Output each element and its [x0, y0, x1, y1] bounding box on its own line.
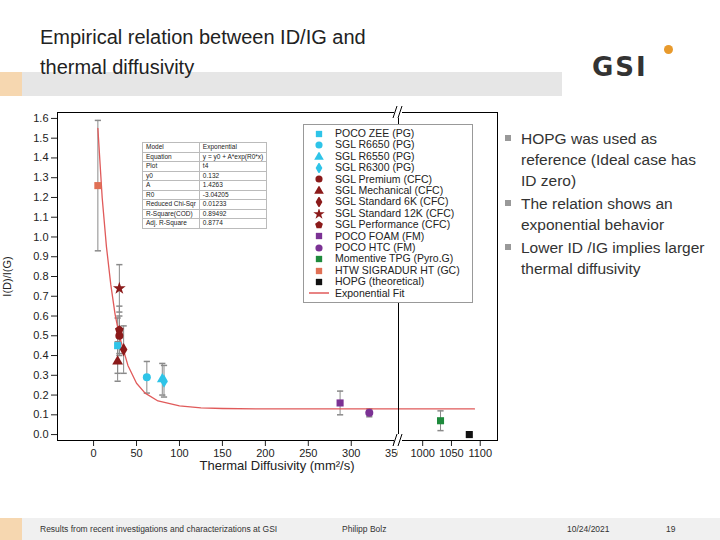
html-text:R-Square(COD): R-Square(COD): [146, 209, 193, 217]
html-text:GSI: GSI: [592, 52, 648, 82]
html-text:R0: R0: [146, 190, 155, 198]
html-text:Lower ID /IG implies larger th: Lower ID /IG implies larger thermal diff…: [521, 239, 705, 277]
html-text:POCO HTC (FM): POCO HTC (FM): [335, 241, 416, 254]
html-text:SGL R6650 (PG): SGL R6650 (PG): [335, 138, 415, 151]
svg-text:1.6: 1.6: [33, 112, 48, 124]
svg-text:1.1: 1.1: [33, 211, 48, 223]
svg-text:1.2: 1.2: [33, 191, 48, 203]
svg-text:I(D)/I(G): I(D)/I(G): [1, 256, 13, 296]
html-text:SGL Premium (CFC): SGL Premium (CFC): [335, 172, 432, 185]
svg-text:50: 50: [130, 447, 142, 459]
svg-text:300: 300: [342, 447, 360, 459]
html-text:HOPG (theoretical): HOPG (theoretical): [335, 275, 425, 288]
html-text:Philipp Bolz: Philipp Bolz: [342, 524, 387, 534]
html-text:SGL Mechanical (CFC): SGL Mechanical (CFC): [335, 184, 444, 196]
html-text:Momentive TPG (Pyro.G): Momentive TPG (Pyro.G): [335, 252, 454, 265]
html-text:Equation: Equation: [146, 152, 172, 160]
html-text:Exponential Fit: Exponential Fit: [335, 286, 405, 299]
html-text:HOPG was used as reference (Id: HOPG was used as reference (Ideal case h…: [521, 130, 696, 189]
svg-text:200: 200: [256, 447, 274, 459]
svg-text:150: 150: [213, 447, 231, 459]
svg-text:0.7: 0.7: [33, 290, 48, 302]
html-text:Model: Model: [146, 143, 164, 150]
html-text:SGL Performance (CFC): SGL Performance (CFC): [335, 218, 451, 231]
svg-text:1.4: 1.4: [33, 151, 48, 163]
html-text:0.8774: 0.8774: [202, 219, 223, 226]
svg-text:1100: 1100: [468, 447, 492, 459]
html-text:-3.04205: -3.04205: [202, 190, 229, 198]
html-text:The relation shows an exponent: The relation shows an exponential behavi…: [521, 195, 673, 233]
svg-text:1.3: 1.3: [33, 171, 48, 183]
svg-text:0.4: 0.4: [33, 349, 48, 361]
svg-text:0.0: 0.0: [33, 428, 48, 440]
html-text:y = y0 + A*exp(R0*x): y = y0 + A*exp(R0*x): [202, 152, 264, 160]
html-text:Plot: Plot: [146, 162, 158, 169]
html-text:0.132: 0.132: [202, 171, 220, 179]
svg-text:0.9: 0.9: [33, 250, 48, 262]
html-text:Empirical relation between ID/: Empirical relation between ID/IG and the…: [40, 26, 366, 78]
html-text:Reduced Chi-Sqr: Reduced Chi-Sqr: [146, 200, 196, 207]
html-text:Results from recent investigat: Results from recent investigations and c…: [40, 524, 278, 534]
html-text:SGL R6300 (PG): SGL R6300 (PG): [335, 161, 415, 174]
svg-text:0.1: 0.1: [33, 408, 48, 420]
html-text:Exponential: Exponential: [202, 143, 237, 150]
html-text:Thermal Diffusivity (mm²/s): Thermal Diffusivity (mm²/s): [199, 458, 355, 473]
html-text:SGL Standard 6K (CFC): SGL Standard 6K (CFC): [335, 195, 449, 208]
svg-text:1000: 1000: [410, 447, 434, 459]
svg-text:250: 250: [299, 447, 317, 459]
html-text:HTW SIGRADUR HT (GC): HTW SIGRADUR HT (GC): [335, 263, 460, 276]
html-text:SGL Standard 12K (CFC): SGL Standard 12K (CFC): [335, 206, 455, 219]
svg-text:0.5: 0.5: [33, 329, 48, 341]
svg-text:0.6: 0.6: [33, 310, 48, 322]
html-text:t4: t4: [202, 162, 209, 169]
html-text:0.89492: 0.89492: [202, 209, 227, 217]
html-text:19: 19: [666, 524, 676, 534]
svg-text:0: 0: [91, 447, 97, 459]
svg-text:0.3: 0.3: [33, 369, 48, 381]
svg-text:0.2: 0.2: [33, 389, 48, 401]
html-text:A: A: [146, 181, 151, 188]
html-text:SGL R6550 (PG): SGL R6550 (PG): [335, 149, 415, 162]
html-text:Adj. R-Square: Adj. R-Square: [146, 219, 187, 226]
html-text:10/24/2021: 10/24/2021: [567, 524, 610, 534]
html-text:POCO ZEE (PG): POCO ZEE (PG): [335, 127, 415, 139]
svg-text:0.8: 0.8: [33, 270, 48, 282]
html-text:y0: y0: [146, 171, 153, 179]
html-text:POCO FOAM (FM): POCO FOAM (FM): [335, 229, 425, 242]
svg-text:1.5: 1.5: [33, 132, 48, 144]
html-text:0.01233: 0.01233: [202, 200, 227, 207]
html-text:1.4263: 1.4263: [202, 181, 223, 188]
svg-text:1.0: 1.0: [33, 231, 48, 243]
svg-text:100: 100: [170, 447, 188, 459]
svg-text:350: 350: [385, 447, 398, 459]
svg-text:1050: 1050: [439, 447, 463, 459]
